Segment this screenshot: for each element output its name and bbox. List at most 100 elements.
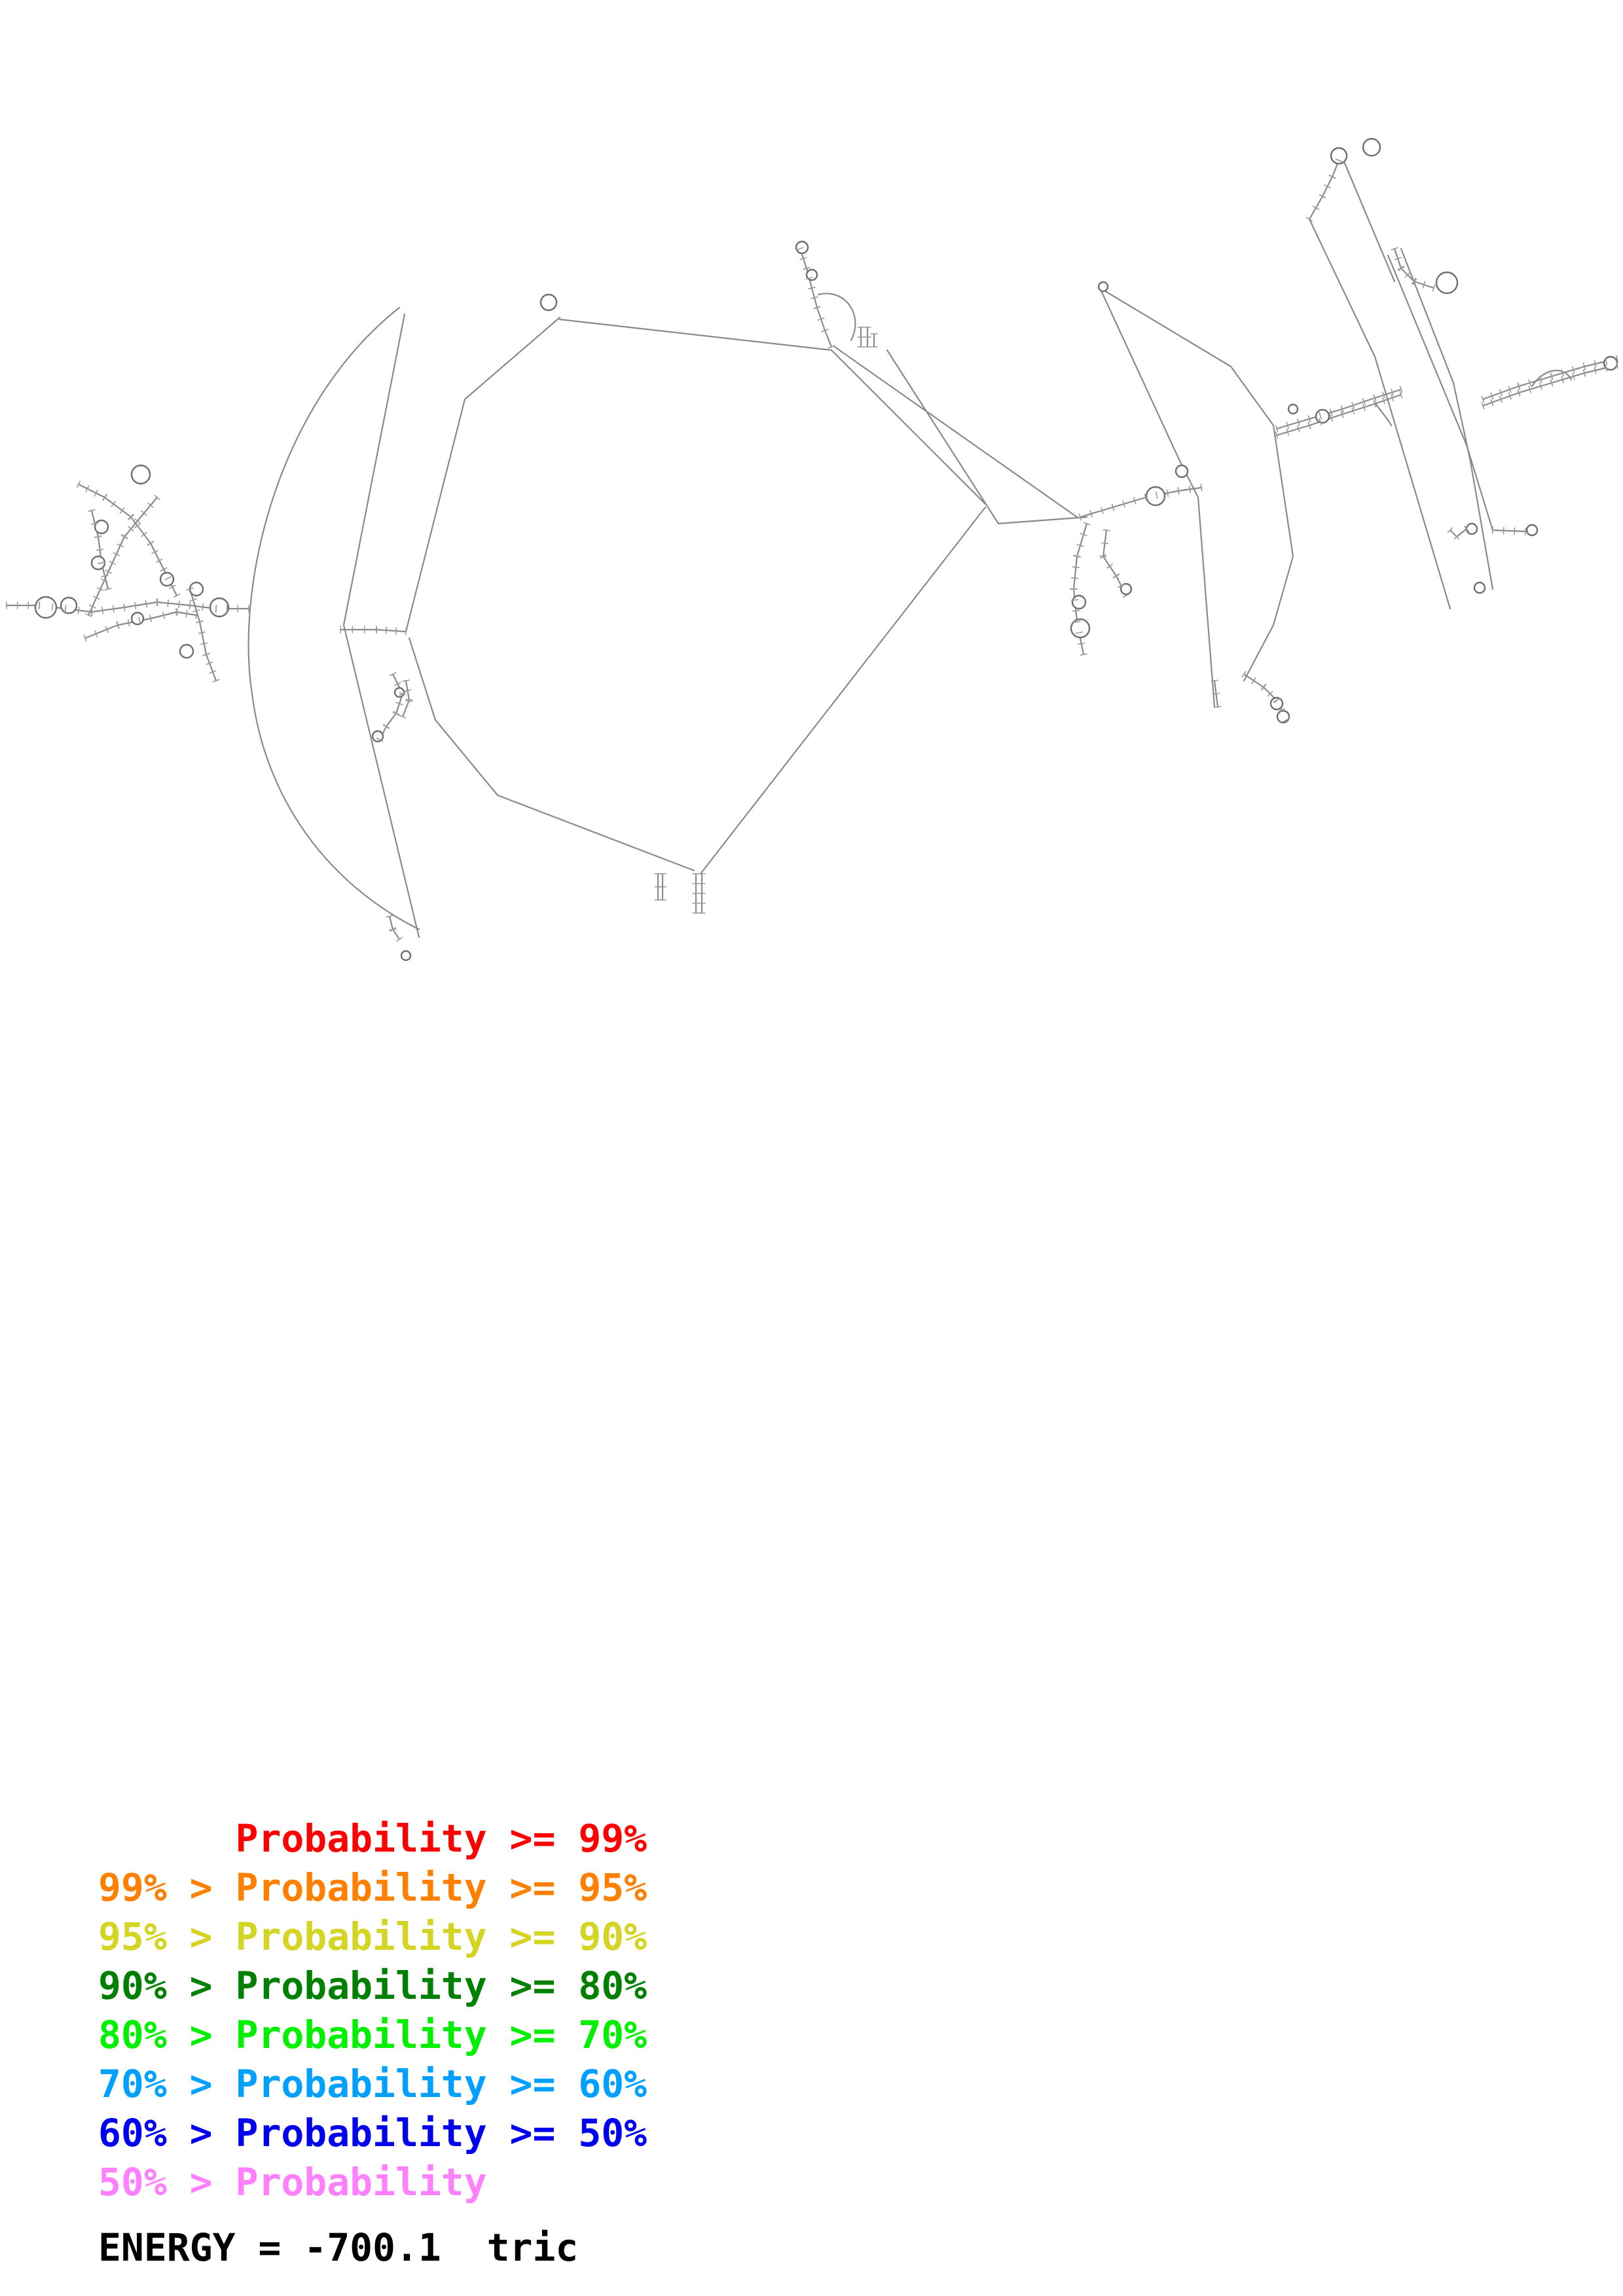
base-pair-tick xyxy=(395,702,403,706)
base-pair-tick xyxy=(1286,422,1289,429)
base-pair-tick xyxy=(149,615,153,622)
base-pair-tick xyxy=(1391,247,1398,251)
base-pair-tick xyxy=(1319,412,1322,420)
base-pair-tick xyxy=(127,619,130,627)
base-pair-tick xyxy=(1241,671,1247,677)
base-pair-tick xyxy=(1373,400,1377,408)
base-pair-tick xyxy=(1432,284,1436,292)
nucleotide-ticks xyxy=(6,158,1618,942)
base-pair-tick xyxy=(1447,527,1453,533)
base-pair-tick xyxy=(212,679,220,683)
base-pair-tick xyxy=(156,558,163,563)
legend-label: Probability xyxy=(235,1914,487,1959)
base-pair-tick xyxy=(1404,272,1411,278)
base-pair-tick xyxy=(1212,692,1220,695)
base-pair-tick xyxy=(1267,691,1273,697)
base-pair-tick xyxy=(92,596,100,600)
legend-upper-bound: 90% xyxy=(578,1914,647,1959)
base-pair-tick xyxy=(1076,544,1084,547)
base-pair-tick xyxy=(808,286,816,290)
hairpin-loop xyxy=(130,464,151,485)
backbone-top-chord xyxy=(558,318,987,505)
backbone-center-right xyxy=(833,346,1088,525)
backbone-far-right-1 xyxy=(1308,218,1451,610)
base-pair-tick xyxy=(156,598,158,606)
base-pair-tick xyxy=(1508,392,1512,400)
interior-loop xyxy=(1315,408,1330,424)
base-pair-tick xyxy=(1122,500,1125,508)
top-right-cluster xyxy=(1308,137,1539,594)
hairpin-loop xyxy=(1330,147,1348,165)
backbone-far-right-2 xyxy=(1387,254,1494,531)
legend-label: Probability xyxy=(235,2111,487,2155)
backbone-arc-center-lower xyxy=(408,637,695,872)
backbone-arc-center-upper xyxy=(405,316,561,633)
legend-operator: >= xyxy=(486,1964,579,2008)
base-pair-tick xyxy=(1075,631,1084,634)
base-pair-tick xyxy=(1351,401,1355,409)
left-domain-cluster xyxy=(5,464,250,682)
base-pair-tick xyxy=(1273,698,1281,703)
helix xyxy=(1482,357,1618,401)
base-pair-tick xyxy=(828,345,835,349)
base-pair-tick xyxy=(382,724,390,729)
hairpin-loop xyxy=(1097,281,1109,293)
legend-operator: >= xyxy=(486,2013,579,2057)
base-pair-tick xyxy=(162,611,166,619)
legend-lower-bound: 50% xyxy=(98,2160,167,2204)
base-pair-tick xyxy=(1594,360,1597,368)
base-pair-tick xyxy=(813,306,821,310)
base-pair-tick xyxy=(88,509,96,512)
hairpin-loop xyxy=(1435,271,1459,295)
base-pair-tick xyxy=(1211,679,1218,682)
base-pair-tick xyxy=(405,698,413,702)
base-pair-tick xyxy=(134,523,141,529)
legend-label: Probability xyxy=(235,1816,487,1861)
rna-secondary-structure-diagram xyxy=(5,137,1618,961)
legend-row: 60% > Probability >= 50% xyxy=(98,2109,647,2158)
multiloop-arc xyxy=(1531,370,1573,387)
base-pair-tick xyxy=(113,552,120,556)
base-pair-tick xyxy=(1122,593,1130,598)
top-center-cluster xyxy=(795,240,875,348)
hairpin-loop xyxy=(371,730,384,743)
base-pair-tick xyxy=(376,737,384,742)
base-pair-tick xyxy=(134,518,141,524)
legend-separator xyxy=(167,1816,236,1861)
base-pair-tick xyxy=(1583,363,1586,370)
base-pair-tick xyxy=(1089,510,1093,518)
multiloop-arc xyxy=(817,293,856,342)
base-pair-tick xyxy=(1422,281,1426,289)
backbone-far-right-3 xyxy=(1400,247,1494,590)
base-pair-tick xyxy=(94,630,98,637)
base-pair-tick xyxy=(1330,408,1333,416)
legend-row: 95% > Probability >= 90% xyxy=(98,1912,647,1962)
base-pair-tick xyxy=(1101,507,1104,514)
base-pair-tick xyxy=(1083,522,1091,526)
base-pair-tick xyxy=(399,692,407,696)
hairpin-loop xyxy=(179,643,194,659)
base-pair-tick xyxy=(375,626,378,634)
base-pair-tick xyxy=(85,485,90,492)
base-pair-tick xyxy=(403,689,412,692)
base-pair-tick xyxy=(102,494,107,501)
legend-row: 70% > Probability >= 60% xyxy=(98,2060,647,2109)
base-pair-tick xyxy=(1335,158,1343,162)
base-pair-tick xyxy=(1362,398,1366,406)
base-pair-tick xyxy=(817,317,825,321)
base-pair-tick xyxy=(1112,573,1120,579)
legend-operator: >= xyxy=(486,1865,579,1910)
base-pair-tick xyxy=(1605,364,1608,372)
base-pair-tick xyxy=(189,601,191,609)
base-pair-tick xyxy=(138,617,141,625)
base-pair-tick xyxy=(96,587,104,591)
base-pair-tick xyxy=(1133,497,1137,505)
base-pair-tick xyxy=(1399,391,1403,399)
helix xyxy=(1308,159,1340,221)
legend-row: 90% > Probability >= 80% xyxy=(98,1962,647,2011)
base-pair-tick xyxy=(105,626,109,634)
base-pair-tick xyxy=(395,627,397,635)
base-pair-tick xyxy=(1594,367,1597,374)
base-pair-tick xyxy=(164,576,172,581)
base-pair-tick xyxy=(1307,422,1311,429)
